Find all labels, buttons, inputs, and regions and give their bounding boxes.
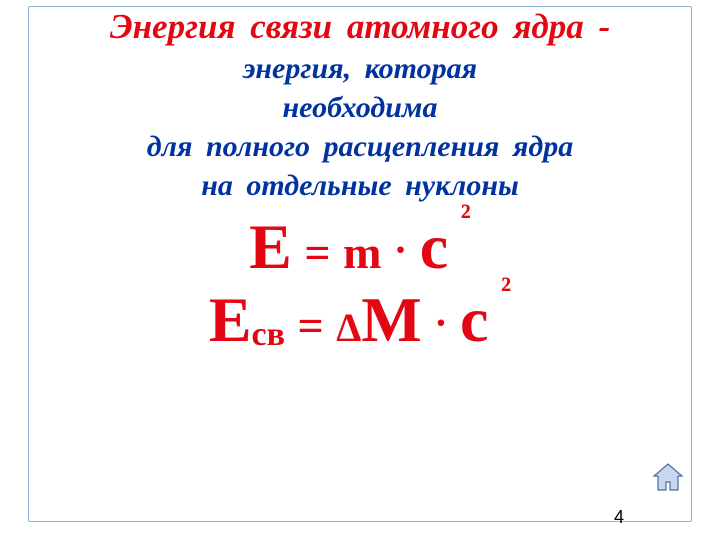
- definition-inline: энергия, которая: [243, 52, 477, 85]
- formula-binding-energy: Есв = ΔМ · с ²: [49, 286, 671, 353]
- definition-line-4: на отдельные нуклоны: [49, 166, 671, 205]
- slide-frame: Энергия связи атомного ядра - энергия, к…: [28, 6, 692, 522]
- formulas-block: Е = m · с ² Есв = ΔМ · с ²: [49, 213, 671, 353]
- page-number: 4: [614, 507, 624, 528]
- title-red: Энергия связи атомного ядра -: [110, 7, 610, 46]
- heading-block: Энергия связи атомного ядра - энергия, к…: [49, 5, 671, 88]
- definition-line-3: для полного расщепления ядра: [49, 127, 671, 166]
- formula-energy: Е = m · с ²: [49, 213, 671, 280]
- symbol-sub-sv: св: [252, 316, 285, 353]
- symbol-c: с: [420, 211, 448, 282]
- symbol-M: М: [361, 284, 421, 355]
- symbol-m: m: [343, 227, 381, 278]
- symbol-equals: =: [297, 300, 323, 351]
- symbol-squared: ²: [501, 271, 511, 308]
- symbol-c: с: [460, 284, 488, 355]
- symbol-E: Е: [249, 211, 292, 282]
- definition-line-2: необходима: [49, 88, 671, 127]
- symbol-E: Е: [209, 284, 252, 355]
- symbol-squared: ²: [461, 198, 471, 235]
- symbol-delta: Δ: [336, 305, 361, 350]
- symbol-dot: ·: [394, 227, 407, 272]
- symbol-dot: ·: [434, 300, 447, 345]
- symbol-equals: =: [304, 227, 330, 278]
- home-icon[interactable]: [650, 460, 686, 496]
